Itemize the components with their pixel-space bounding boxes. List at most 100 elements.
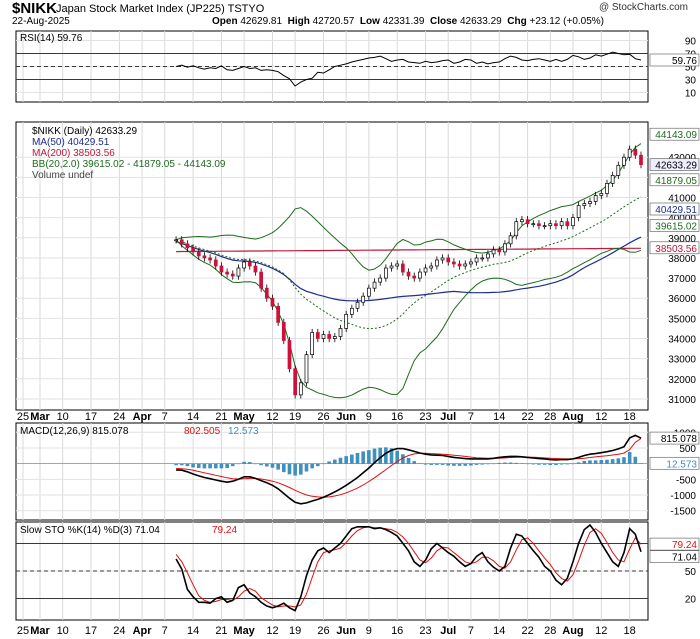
x-axis-label: May <box>233 411 255 423</box>
macd-histogram-bar <box>582 460 587 464</box>
x-axis-label: 7 <box>468 411 474 423</box>
y-tick-label: 1000 <box>674 428 697 439</box>
bb-upper-line <box>175 143 642 271</box>
sto-k-last-label-bg <box>649 550 700 563</box>
x-axis-label: 14 <box>493 625 505 637</box>
macd-legend-1: 802.505 <box>184 426 221 437</box>
candle-up <box>378 277 383 283</box>
macd-histogram-bar <box>179 463 184 466</box>
candle-up <box>593 195 598 202</box>
x-axis-label: 18 <box>624 411 636 423</box>
x-axis-label: 16 <box>391 411 403 423</box>
macd-line <box>176 434 642 505</box>
x-axis-label: 10 <box>57 625 69 637</box>
candle-down <box>270 297 275 307</box>
y-tick-label: 10 <box>685 89 697 100</box>
macd-histogram-bar <box>338 457 343 464</box>
macd-histogram-bar <box>480 463 485 465</box>
ma50-line <box>175 236 642 302</box>
candle-up <box>576 205 581 219</box>
x-axis-label: Apr <box>133 625 153 637</box>
x-axis-label: Aug <box>562 625 583 637</box>
x-axis-label: Mar <box>30 625 50 637</box>
y-tick-label: 500 <box>679 444 696 455</box>
x-axis-label: 12 <box>595 411 607 423</box>
candle-up <box>559 221 564 227</box>
macd-histogram-bar <box>355 452 360 464</box>
candle-up <box>599 193 604 196</box>
macd-histogram-bar <box>457 463 462 466</box>
candle-up <box>367 287 371 297</box>
candle-up <box>542 225 547 228</box>
candle-up <box>463 263 468 267</box>
macd-histogram-bar <box>202 463 207 469</box>
macd-histogram-bar <box>378 447 382 464</box>
candle-up <box>627 148 632 158</box>
x-axis-label: 12 <box>266 411 278 423</box>
macd-histogram-bar <box>321 463 326 465</box>
candle-down <box>554 223 558 227</box>
macd-histogram-bar <box>293 463 297 476</box>
macd-histogram-bar <box>287 463 292 475</box>
macd-legend-0: MACD(12,26,9) 815.078 <box>20 426 129 437</box>
x-axis-label: 14 <box>187 625 199 637</box>
x-axis-label: 17 <box>85 411 97 423</box>
candle-down <box>315 332 320 339</box>
candle-up <box>349 307 354 315</box>
macd-histogram-bar <box>593 460 598 464</box>
macd-histogram-bar <box>616 458 621 464</box>
x-axis-label: 10 <box>57 411 69 423</box>
macd-histogram-bar <box>225 463 229 469</box>
x-axis-label: Mar <box>30 411 50 423</box>
macd-histogram-bar <box>531 463 536 465</box>
x-axis-label: 7 <box>162 411 168 423</box>
y-tick-label: 32000 <box>668 375 696 386</box>
macd-histogram-bar <box>270 463 275 468</box>
macd-histogram-bar <box>554 463 558 466</box>
candle-down <box>287 340 292 370</box>
y-tick-label: 33000 <box>668 355 696 366</box>
y-tick-label: 42000 <box>668 173 696 184</box>
candle-down <box>525 219 530 225</box>
macd-histogram-bar <box>389 448 394 464</box>
candle-up <box>372 281 377 289</box>
macd-histogram-bar <box>384 447 388 464</box>
macd-histogram-bar <box>276 463 280 470</box>
macd-histogram-bar <box>327 461 331 464</box>
macd-signal-line <box>176 438 642 498</box>
candle-up <box>344 313 349 329</box>
macd-histogram-bar <box>514 462 519 464</box>
macd-histogram-bar <box>259 463 263 466</box>
candle-down <box>191 247 195 253</box>
y-tick-label: 70 <box>685 50 697 61</box>
rsi-line <box>175 51 642 87</box>
macd-histogram-bar <box>174 463 178 466</box>
macd-histogram-bar <box>185 463 190 467</box>
x-axis-label: 24 <box>113 411 125 423</box>
candle-down <box>639 154 643 165</box>
candle-up <box>304 354 309 384</box>
price-value-label-bg <box>649 127 700 141</box>
macd-histogram-bar <box>588 460 592 464</box>
macd-hist-last-label: 12.573 <box>666 459 697 470</box>
macd-histogram-bar <box>412 461 417 464</box>
candle-up <box>514 221 519 237</box>
stockcharts-watermark: @ StockCharts.com <box>598 2 688 13</box>
macd-histogram-bar <box>253 463 258 465</box>
chart-header: $NIKK Japan Stock Market Index (JP225) T… <box>0 0 700 30</box>
sto-d-last-label-bg <box>649 537 700 551</box>
candle-up <box>486 253 490 259</box>
candle-down <box>179 239 184 245</box>
candle-up <box>508 235 513 245</box>
x-axis-label: 18 <box>624 625 636 637</box>
candle-up <box>440 257 445 261</box>
macd-histogram-bar <box>571 463 575 465</box>
macd-histogram-bar <box>440 463 445 465</box>
price-value-label: 38503.56 <box>655 244 697 255</box>
candle-up <box>236 267 241 277</box>
panel-frame-3 <box>15 521 649 621</box>
macd-histogram-bar <box>559 463 564 465</box>
candle-down <box>633 148 638 156</box>
x-axis-label: Jun <box>336 411 356 423</box>
